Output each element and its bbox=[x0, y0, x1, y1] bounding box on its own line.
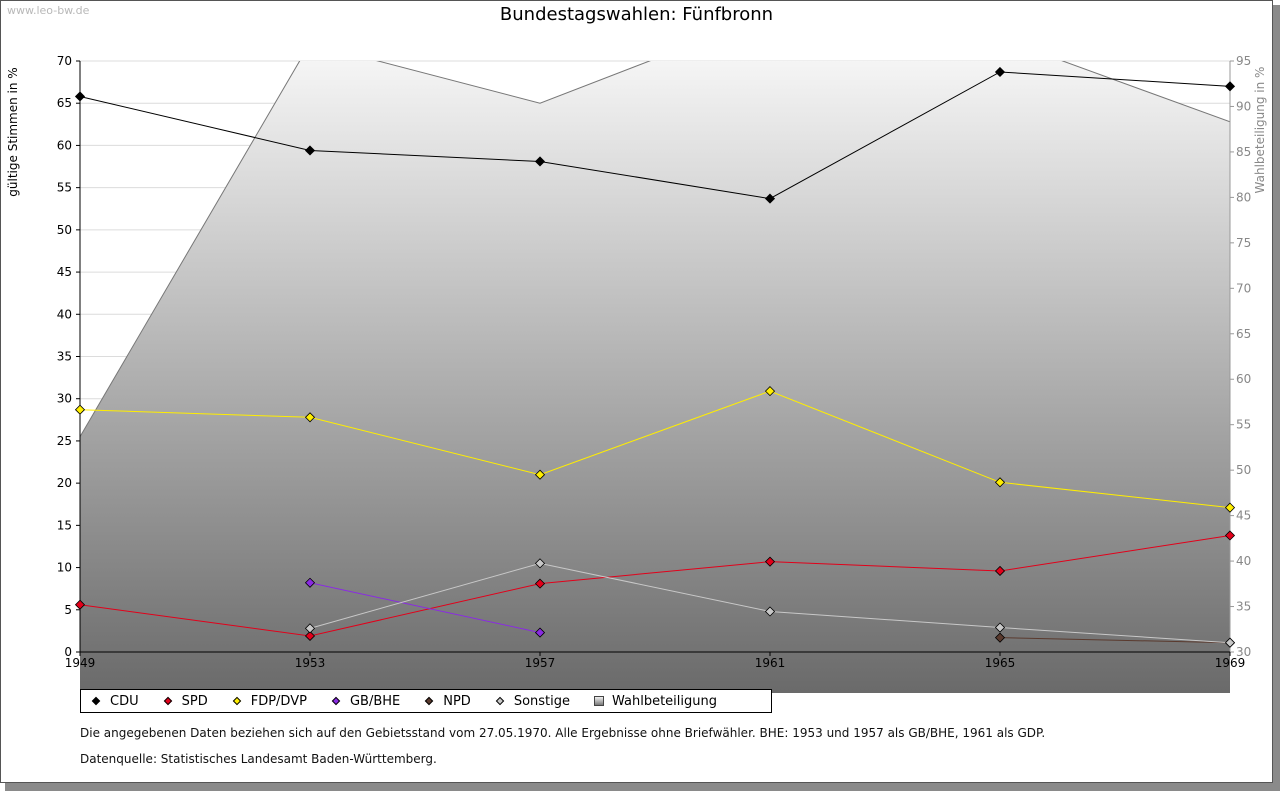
legend-label: CDU bbox=[110, 693, 139, 709]
legend-item-fdp-dvp: FDP/DVP bbox=[222, 694, 321, 709]
legend-marker-icon bbox=[232, 696, 243, 707]
y-tick-label: 15 bbox=[57, 518, 72, 532]
legend-marker-icon bbox=[495, 696, 506, 707]
data-point-sonstige bbox=[1224, 637, 1236, 648]
legend-item-spd: SPD bbox=[153, 694, 222, 709]
y-tick-label: 40 bbox=[57, 307, 72, 321]
legend-item-cdu: CDU bbox=[81, 694, 153, 709]
legend-square-icon bbox=[594, 696, 604, 706]
x-tick-label: 1965 bbox=[985, 656, 1016, 670]
data-point-npd bbox=[994, 632, 1006, 643]
y-tick-label: 25 bbox=[57, 434, 72, 448]
legend-item-gb-bhe: GB/BHE bbox=[321, 694, 414, 709]
y-tick-label: 20 bbox=[57, 476, 72, 490]
legend-marker-icon bbox=[424, 696, 435, 707]
y2-tick-label: 75 bbox=[1236, 236, 1251, 250]
series-line-fdp-dvp bbox=[79, 390, 1231, 509]
legend-label: NPD bbox=[443, 693, 471, 709]
y2-tick-label: 50 bbox=[1236, 463, 1251, 477]
footnote-gebietsstand: Die angegebenen Daten beziehen sich auf … bbox=[80, 726, 1046, 740]
y-tick-label: 0 bbox=[64, 645, 72, 659]
legend-item-sonstige: Sonstige bbox=[485, 694, 584, 709]
y2-tick-label: 80 bbox=[1236, 190, 1251, 204]
legend-marker-icon bbox=[331, 696, 342, 707]
data-point-cdu bbox=[74, 91, 86, 102]
turnout-area bbox=[80, 61, 1230, 693]
data-point-sonstige bbox=[304, 623, 316, 634]
x-tick-label: 1969 bbox=[1215, 656, 1246, 670]
frame-shadow-bottom bbox=[5, 783, 1280, 791]
y-tick-label: 5 bbox=[64, 603, 72, 617]
chart-title: Bundestagswahlen: Fünfbronn bbox=[499, 4, 774, 25]
series-line-gb-bhe bbox=[309, 582, 541, 634]
legend-label: FDP/DVP bbox=[250, 693, 307, 709]
y-axis-title: gültige Stimmen in % bbox=[6, 67, 20, 196]
series-line-cdu bbox=[79, 71, 1231, 200]
y2-tick-label: 40 bbox=[1236, 554, 1251, 568]
data-point-spd bbox=[534, 578, 546, 589]
x-tick-label: 1961 bbox=[755, 656, 786, 670]
y2-tick-label: 30 bbox=[1236, 645, 1251, 659]
y2-axis-title: Wahlbeteiligung in % bbox=[1253, 67, 1267, 194]
x-tick-label: 1957 bbox=[525, 656, 556, 670]
data-point-fdp-dvp bbox=[304, 412, 316, 423]
y-tick-label: 55 bbox=[57, 181, 72, 195]
data-point-gb-bhe bbox=[304, 577, 316, 588]
y2-tick-label: 55 bbox=[1236, 418, 1251, 432]
data-point-fdp-dvp bbox=[74, 404, 86, 415]
y2-tick-label: 70 bbox=[1236, 281, 1251, 295]
footnote-datenquelle: Datenquelle: Statistisches Landesamt Bad… bbox=[80, 752, 437, 766]
series-line-npd bbox=[999, 637, 1231, 644]
y-tick-label: 35 bbox=[57, 350, 72, 364]
y-tick-label: 60 bbox=[57, 138, 72, 152]
data-point-spd bbox=[304, 630, 316, 642]
data-point-sonstige bbox=[994, 622, 1006, 633]
y-tick-label: 45 bbox=[57, 265, 72, 279]
turnout-line bbox=[80, 61, 1230, 437]
y2-tick-label: 90 bbox=[1236, 99, 1251, 113]
series-line-spd bbox=[79, 534, 1231, 637]
data-point-spd bbox=[74, 599, 86, 610]
data-point-sonstige bbox=[534, 558, 546, 569]
y2-tick-label: 85 bbox=[1236, 145, 1251, 159]
legend-item-wahlbeteiligung: Wahlbeteiligung bbox=[584, 694, 731, 709]
legend-label: GB/BHE bbox=[349, 693, 401, 709]
y-tick-label: 70 bbox=[57, 54, 72, 68]
x-tick-label: 1949 bbox=[65, 656, 96, 670]
y-tick-label: 50 bbox=[57, 223, 72, 237]
data-point-cdu bbox=[304, 145, 316, 156]
data-point-gb-bhe bbox=[534, 627, 546, 638]
frame-shadow-right bbox=[1273, 5, 1280, 791]
data-point-fdp-dvp bbox=[764, 386, 776, 397]
y2-tick-label: 35 bbox=[1236, 600, 1251, 614]
y2-tick-label: 95 bbox=[1236, 54, 1251, 68]
data-point-cdu bbox=[1224, 81, 1236, 92]
legend-label: SPD bbox=[181, 693, 208, 709]
data-point-fdp-dvp bbox=[534, 469, 546, 480]
data-point-spd bbox=[1224, 530, 1236, 541]
data-point-fdp-dvp bbox=[994, 477, 1006, 488]
data-point-cdu bbox=[764, 193, 776, 204]
data-point-cdu bbox=[534, 156, 546, 167]
legend-label: Wahlbeteiligung bbox=[612, 693, 718, 709]
y2-tick-label: 65 bbox=[1236, 327, 1251, 341]
legend-label: Sonstige bbox=[513, 693, 570, 709]
data-point-spd bbox=[764, 556, 776, 567]
y-tick-label: 10 bbox=[57, 561, 72, 575]
watermark: www.leo-bw.de bbox=[7, 4, 90, 17]
y-tick-label: 65 bbox=[57, 96, 72, 110]
chart-legend: CDU SPD FDP/DVP GB/BHE NPD Sonstige Wahl… bbox=[80, 689, 772, 713]
y2-tick-label: 60 bbox=[1236, 372, 1251, 386]
y2-tick-label: 45 bbox=[1236, 509, 1251, 523]
x-tick-label: 1953 bbox=[295, 656, 326, 670]
data-point-spd bbox=[994, 565, 1006, 577]
data-point-fdp-dvp bbox=[1224, 502, 1236, 513]
legend-marker-icon bbox=[163, 696, 174, 707]
data-point-sonstige bbox=[764, 606, 776, 617]
y-tick-label: 30 bbox=[57, 392, 72, 406]
data-point-cdu bbox=[994, 66, 1006, 78]
legend-marker-icon bbox=[91, 696, 102, 707]
legend-item-npd: NPD bbox=[414, 694, 485, 709]
